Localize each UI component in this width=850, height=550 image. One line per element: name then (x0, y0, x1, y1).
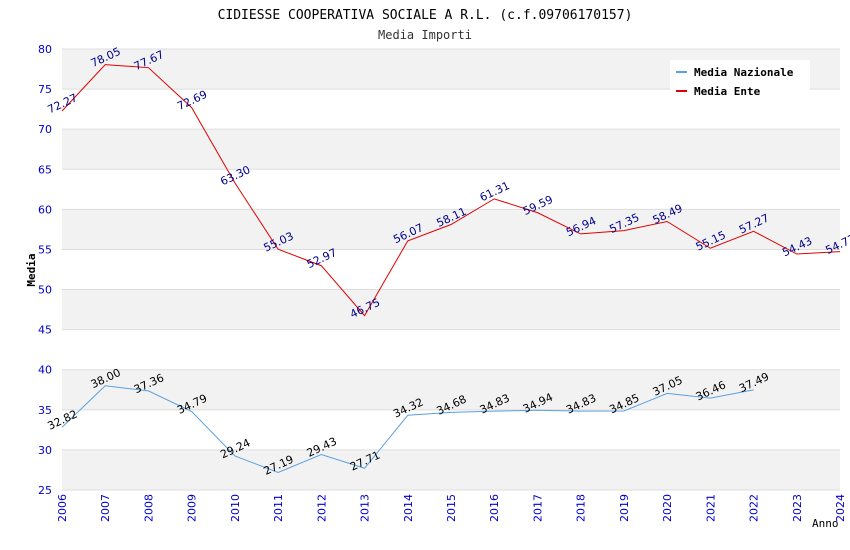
y-tick-label: 55 (38, 243, 52, 256)
data-label: 61.31 (478, 179, 512, 204)
x-tick-label: 2012 (315, 494, 328, 522)
y-tick-label: 25 (38, 484, 52, 497)
y-tick-label: 65 (38, 163, 52, 176)
grid-band (62, 129, 840, 170)
chart-subtitle: Media Importi (378, 28, 472, 42)
legend-box (670, 60, 810, 102)
series-line (61, 64, 841, 317)
y-axis-label: Media (25, 253, 38, 286)
x-axis-ticks: 2006 2007 2008 2009 2010 2011 2012 2013 2014 2015… (56, 494, 847, 522)
chart-title: CIDIESSE COOPERATIVA SOCIALE A R.L. (c.f… (218, 8, 633, 23)
x-tick-label: 2014 (402, 494, 415, 522)
series-line (61, 385, 754, 473)
legend: Media Nazionale Media Ente (670, 60, 810, 102)
grid-lines (62, 48, 840, 491)
x-tick-label: 2022 (748, 494, 761, 522)
x-tick-label: 2024 (834, 494, 847, 522)
x-tick-label: 2013 (359, 494, 372, 522)
y-tick-label: 80 (38, 43, 52, 56)
grid-band (62, 369, 840, 410)
legend-label: Media Ente (694, 85, 761, 98)
y-tick-label: 40 (38, 364, 52, 377)
y-tick-label: 50 (38, 284, 52, 297)
x-tick-label: 2023 (791, 494, 804, 522)
x-tick-label: 2006 (56, 494, 69, 522)
y-tick-label: 60 (38, 203, 52, 216)
grid-band (62, 289, 840, 330)
y-tick-label: 45 (38, 324, 52, 337)
x-tick-label: 2020 (661, 494, 674, 522)
legend-label: Media Nazionale (694, 66, 794, 79)
y-tick-label: 70 (38, 123, 52, 136)
grid-band (62, 449, 840, 490)
x-tick-label: 2009 (186, 494, 199, 522)
x-tick-label: 2018 (575, 494, 588, 522)
x-tick-label: 2015 (445, 494, 458, 522)
background-bands (62, 49, 840, 490)
y-tick-label: 75 (38, 83, 52, 96)
y-tick-label: 30 (38, 444, 52, 457)
grid-band (62, 209, 840, 250)
x-axis-label: Anno (812, 517, 839, 530)
x-tick-label: 2008 (142, 494, 155, 522)
x-tick-label: 2010 (229, 494, 242, 522)
x-tick-label: 2021 (704, 494, 717, 522)
y-tick-label: 35 (38, 404, 52, 417)
x-tick-label: 2019 (618, 494, 631, 522)
x-tick-label: 2011 (272, 494, 285, 522)
x-tick-label: 2016 (488, 494, 501, 522)
x-tick-label: 2007 (99, 494, 112, 522)
x-tick-label: 2017 (531, 494, 544, 522)
y-axis-ticks: 25 30 35 40 45 50 55 60 65 70 75 80 (38, 43, 52, 497)
